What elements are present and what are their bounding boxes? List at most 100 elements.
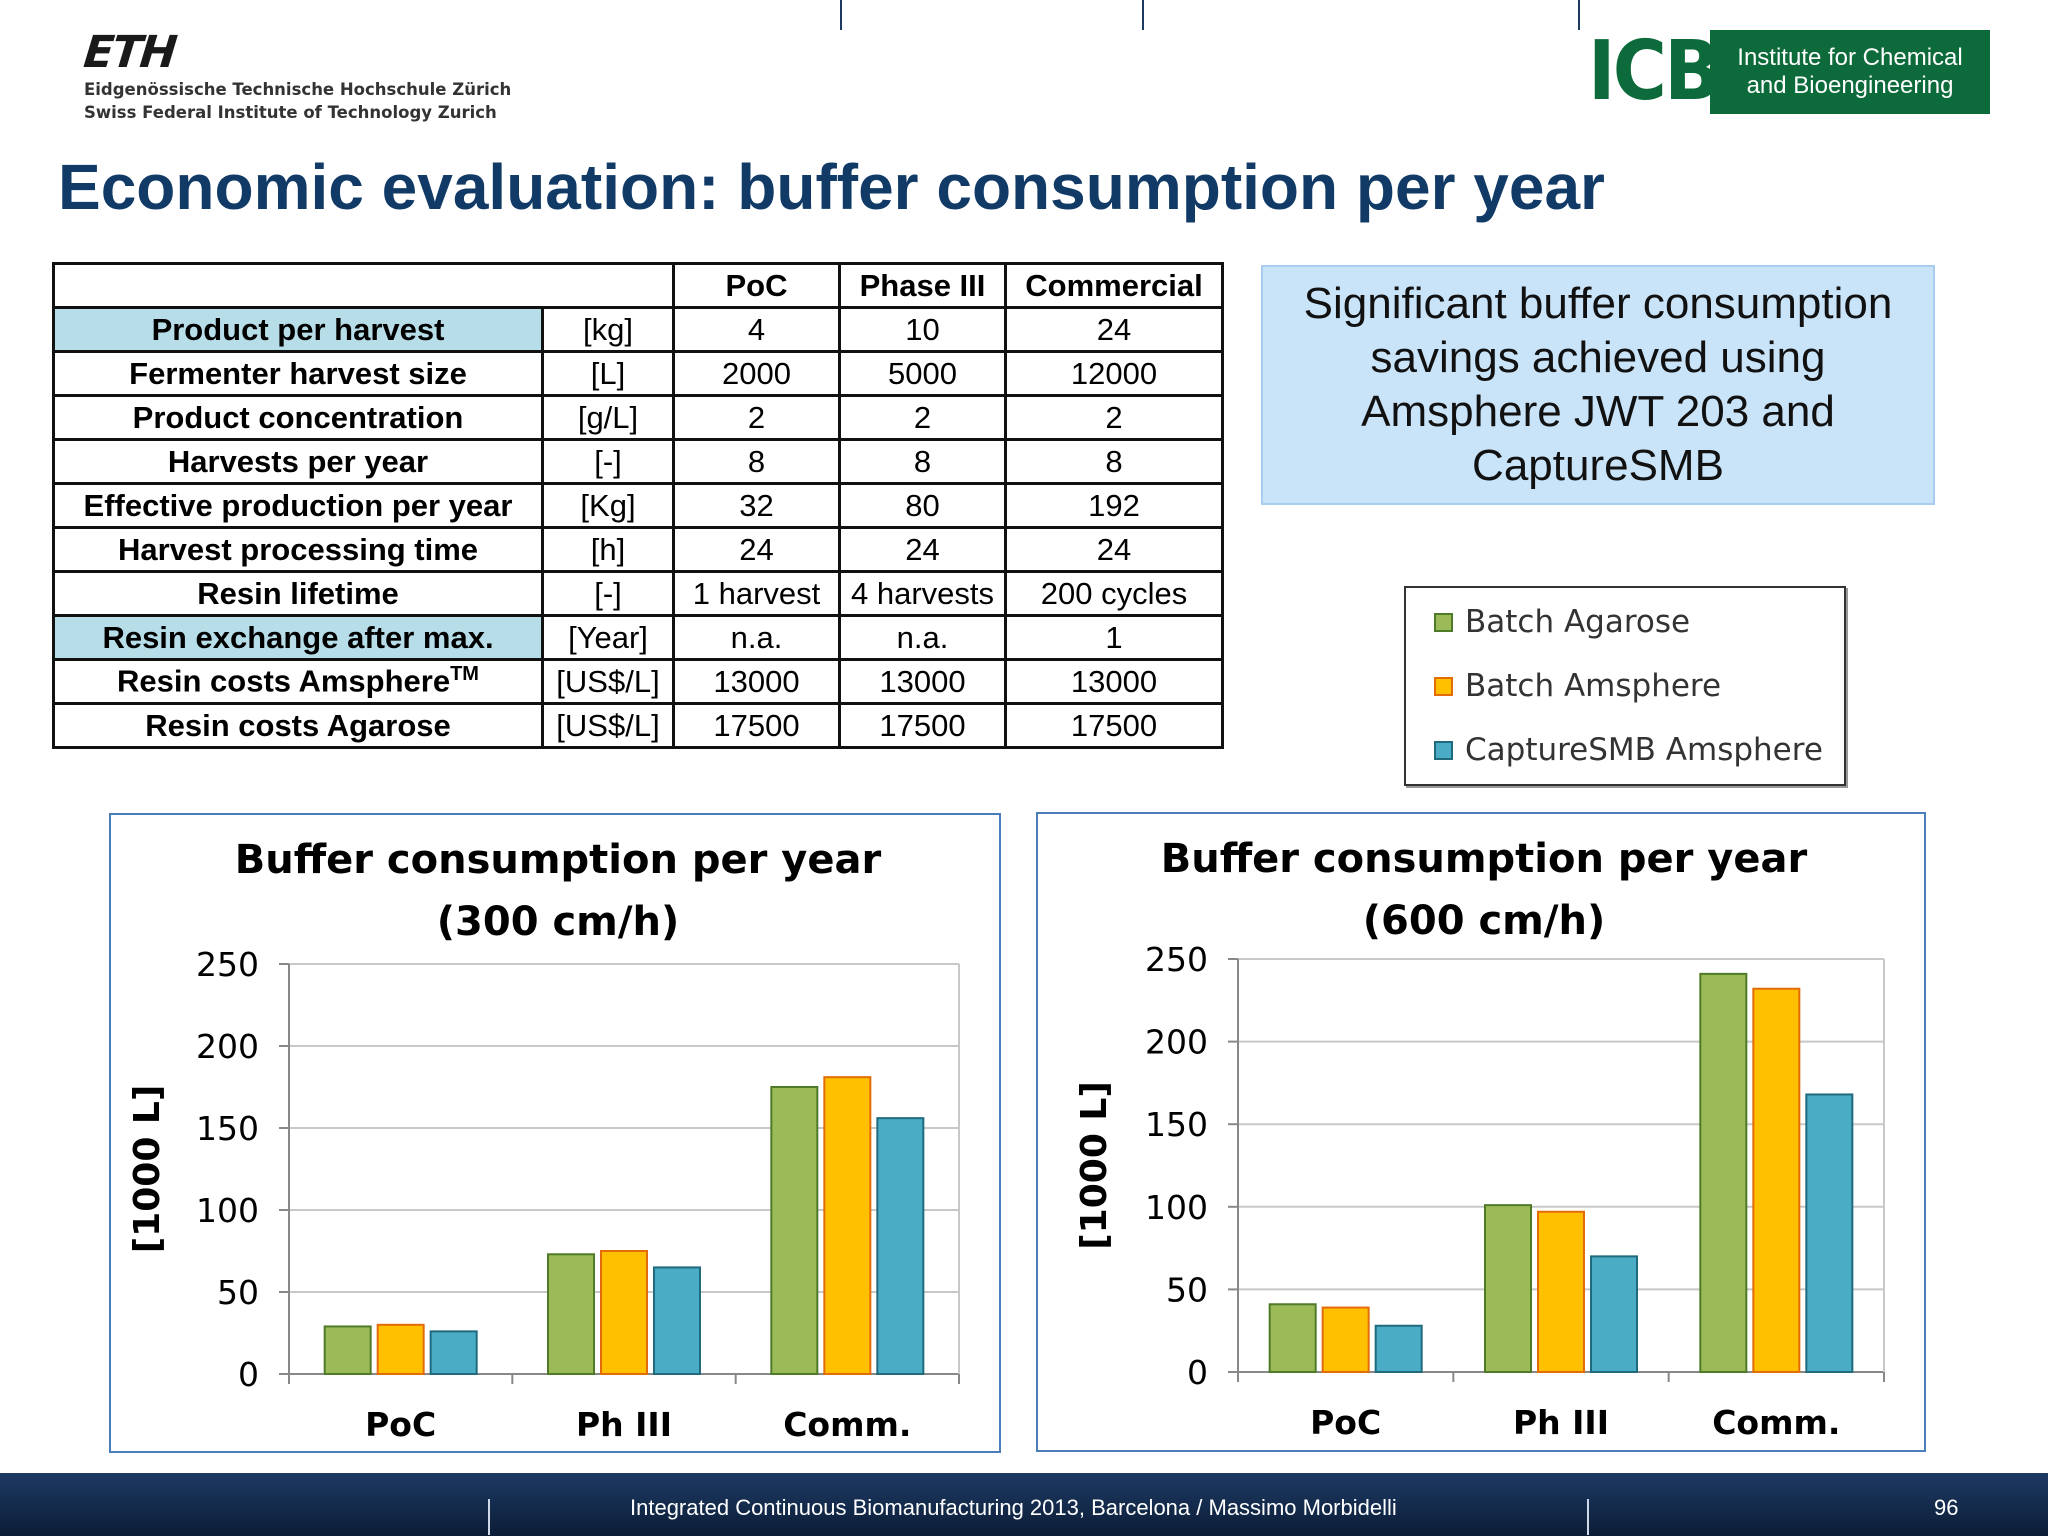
x-tick-label: Ph III bbox=[576, 1405, 672, 1444]
legend-item-batch-amsphere: Batch Amsphere bbox=[1434, 668, 1721, 704]
table-cell: 24 bbox=[838, 526, 1007, 573]
legend-swatch bbox=[1434, 612, 1453, 632]
row-unit: [-] bbox=[541, 438, 675, 485]
chart-legend: Batch Agarose Batch Amsphere CaptureSMB … bbox=[1404, 586, 1846, 786]
table-cell: 1 bbox=[1004, 614, 1224, 661]
x-tick-label: Comm. bbox=[783, 1405, 911, 1444]
bar-capturesmb-amsphere bbox=[429, 1330, 478, 1375]
table-row: Resin costs Agarose [US$/L] 17500 17500 … bbox=[52, 702, 1224, 749]
row-unit: [h] bbox=[541, 526, 675, 573]
header-divider bbox=[840, 0, 842, 30]
y-tick-label: 150 bbox=[196, 1109, 259, 1148]
note-line: Significant buffer consumption bbox=[1303, 279, 1893, 328]
bar-batch-amsphere bbox=[1537, 1210, 1585, 1374]
table-cell: 8 bbox=[1004, 438, 1224, 485]
table-corner-cell bbox=[52, 262, 675, 309]
footer-text: Integrated Continuous Biomanufacturing 2… bbox=[630, 1495, 1397, 1520]
bar-batch-agarose bbox=[1484, 1204, 1532, 1374]
legend-label: Batch Amsphere bbox=[1465, 668, 1722, 704]
row-unit: [g/L] bbox=[541, 394, 675, 441]
chart-300-cmh: Buffer consumption per year (300 cm/h) 0 50… bbox=[109, 813, 1001, 1453]
row-label: Resin costs Agarose bbox=[52, 702, 544, 749]
bar-batch-amsphere bbox=[376, 1323, 425, 1375]
icb-logo-mark: ICB bbox=[1588, 24, 1720, 119]
y-tick-label: 50 bbox=[1166, 1270, 1208, 1309]
bar-capturesmb-amsphere bbox=[1590, 1255, 1638, 1373]
chart-svg: Buffer consumption per year (600 cm/h) 0 50… bbox=[1074, 836, 1885, 1442]
table-cell: 2 bbox=[672, 394, 841, 441]
table-row: Effective production per year [Kg] 32 80… bbox=[52, 482, 1224, 529]
row-unit: [US$/L] bbox=[541, 658, 675, 705]
bar-batch-agarose bbox=[323, 1325, 372, 1376]
page-number: 96 bbox=[1934, 1495, 1959, 1520]
row-label: Resin costs AmsphereTM bbox=[52, 658, 544, 705]
table-row: Harvest processing time [h] 24 24 24 bbox=[52, 526, 1224, 573]
table-cell: 2 bbox=[838, 394, 1007, 441]
table-cell: 4 bbox=[672, 306, 841, 353]
x-tick-label: PoC bbox=[365, 1405, 436, 1444]
footer-bar: Integrated Continuous Biomanufacturing 2… bbox=[0, 1473, 2048, 1536]
table-cell: 32 bbox=[672, 482, 841, 529]
note-box: Significant buffer consumption savings a… bbox=[1261, 265, 1935, 505]
legend-label: Batch Agarose bbox=[1465, 604, 1691, 640]
note-line: Amsphere JWT 203 and bbox=[1361, 387, 1835, 436]
bar-capturesmb-amsphere bbox=[876, 1117, 925, 1375]
table-cell: 2 bbox=[1004, 394, 1224, 441]
y-axis-label: [1000 L] bbox=[127, 1085, 168, 1254]
legend-item-capturesmb-amsphere: CaptureSMB Amsphere bbox=[1434, 732, 1823, 768]
note-line: CaptureSMB bbox=[1472, 441, 1724, 490]
table-row: Harvests per year [-] 8 8 8 bbox=[52, 438, 1224, 485]
eth-logo-mark: ETH bbox=[81, 27, 178, 78]
icb-logo-line-2: and Bioengineering bbox=[1746, 72, 1954, 99]
note-text: Significant buffer consumption savings a… bbox=[1304, 277, 1893, 493]
bar-batch-amsphere bbox=[1321, 1306, 1370, 1373]
table-cell: 17500 bbox=[838, 702, 1007, 749]
y-tick-label: 250 bbox=[1145, 940, 1208, 979]
table-cell: 13000 bbox=[838, 658, 1007, 705]
row-label: Fermenter harvest size bbox=[52, 350, 544, 397]
legend-swatch bbox=[1434, 740, 1453, 760]
y-tick-label: 50 bbox=[217, 1273, 259, 1312]
table-cell: 10 bbox=[838, 306, 1007, 353]
chart-title-line: Buffer consumption per year bbox=[235, 837, 882, 883]
row-label: Product concentration bbox=[52, 394, 544, 441]
bar-batch-agarose bbox=[770, 1086, 819, 1375]
table-cell: 200 cycles bbox=[1004, 570, 1224, 617]
chart-title-line: (600 cm/h) bbox=[1363, 898, 1605, 944]
table-cell: 17500 bbox=[1004, 702, 1224, 749]
header-divider bbox=[1578, 0, 1580, 30]
chart-600-cmh: Buffer consumption per year (600 cm/h) 0 50… bbox=[1036, 812, 1926, 1452]
bar-batch-agarose bbox=[547, 1253, 595, 1375]
row-label: Resin lifetime bbox=[52, 570, 544, 617]
eth-logo-line-1: Eidgenössische Technische Hochschule Zür… bbox=[84, 80, 512, 99]
eth-logo: ETH Eidgenössische Technische Hochschule… bbox=[81, 27, 512, 124]
table-cell: 8 bbox=[672, 438, 841, 485]
icb-logo: ICB Institute for Chemical and Bioengine… bbox=[1588, 30, 1990, 114]
parameters-table: PoC Phase III Commercial Product per har… bbox=[52, 262, 1224, 749]
table-row: Product concentration [g/L] 2 2 2 bbox=[52, 394, 1224, 441]
row-unit: [US$/L] bbox=[541, 702, 675, 749]
row-unit: [L] bbox=[541, 350, 675, 397]
row-label: Effective production per year bbox=[52, 482, 544, 529]
bar-capturesmb-amsphere bbox=[1374, 1324, 1423, 1373]
bar-batch-agarose bbox=[1699, 972, 1748, 1373]
legend-item-batch-agarose: Batch Agarose bbox=[1434, 604, 1690, 640]
y-tick-label: 250 bbox=[196, 945, 259, 984]
slide-title: Economic evaluation: buffer consumption … bbox=[58, 151, 1605, 223]
bar-capturesmb-amsphere bbox=[653, 1266, 701, 1375]
table-row: Fermenter harvest size [L] 2000 5000 120… bbox=[52, 350, 1224, 397]
row-label: Harvest processing time bbox=[52, 526, 544, 573]
table-header-cell: Commercial bbox=[1004, 262, 1224, 309]
table-cell: 12000 bbox=[1004, 350, 1224, 397]
y-tick-label: 200 bbox=[196, 1027, 259, 1066]
y-tick-label: 200 bbox=[1145, 1023, 1208, 1062]
table-row: Resin lifetime [-] 1 harvest 4 harvests … bbox=[52, 570, 1224, 617]
y-axis-label: [1000 L] bbox=[1074, 1081, 1115, 1250]
row-unit: [-] bbox=[541, 570, 675, 617]
table-cell: 5000 bbox=[838, 350, 1007, 397]
x-tick-label: PoC bbox=[1310, 1403, 1381, 1442]
table-cell: 4 harvests bbox=[838, 570, 1007, 617]
icb-logo-line-1: Institute for Chemical bbox=[1737, 44, 1963, 71]
row-label: Product per harvest bbox=[52, 306, 544, 353]
table-row: Resin exchange after max. [Year] n.a. n.… bbox=[52, 614, 1224, 661]
